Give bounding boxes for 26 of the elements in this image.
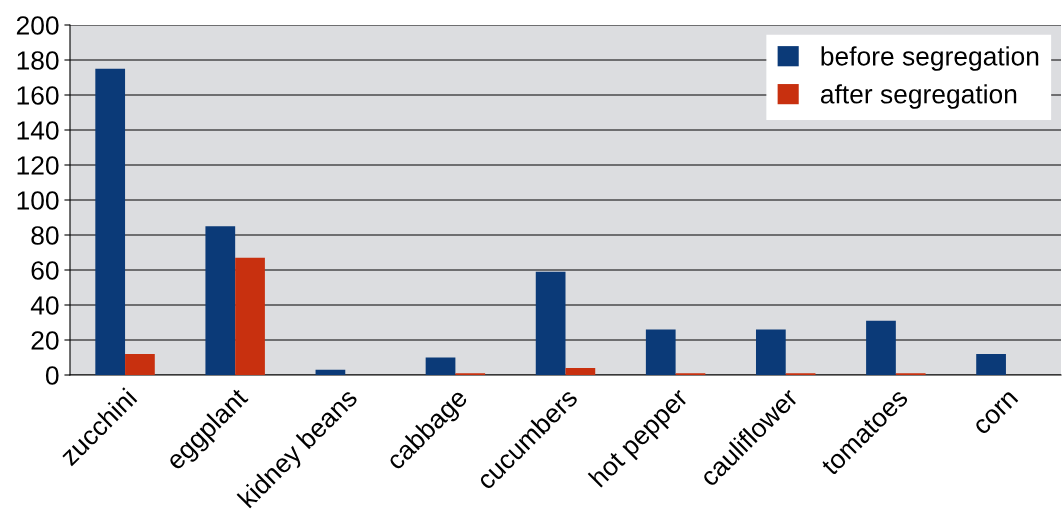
bar	[315, 369, 346, 375]
legend-label: after segregation	[820, 84, 1017, 109]
bar	[755, 329, 786, 375]
bar	[976, 354, 1006, 375]
y-tick-label: 160	[17, 86, 59, 105]
bar	[425, 357, 456, 375]
y-tick-label: 120	[17, 156, 59, 175]
bar	[565, 368, 596, 375]
bar	[866, 320, 896, 375]
y-tick-label: 180	[17, 51, 59, 70]
bar	[535, 271, 566, 375]
y-tick-label: 100	[17, 191, 59, 210]
y-tick-label: 40	[30, 296, 59, 315]
bar	[95, 68, 126, 375]
y-tick-label: 0	[45, 366, 59, 385]
y-tick-label: 200	[16, 16, 59, 35]
y-tick-label: 60	[31, 261, 59, 280]
y-tick-label: 140	[17, 121, 59, 140]
y-tick-label: 80	[31, 226, 59, 245]
y-tick-label: 20	[31, 331, 59, 350]
bar	[125, 354, 155, 375]
bar	[645, 329, 676, 375]
x-tick-label: corn	[973, 390, 1019, 436]
legend-label: before segregation	[821, 46, 1039, 71]
bar	[205, 226, 236, 375]
bar	[235, 257, 265, 375]
